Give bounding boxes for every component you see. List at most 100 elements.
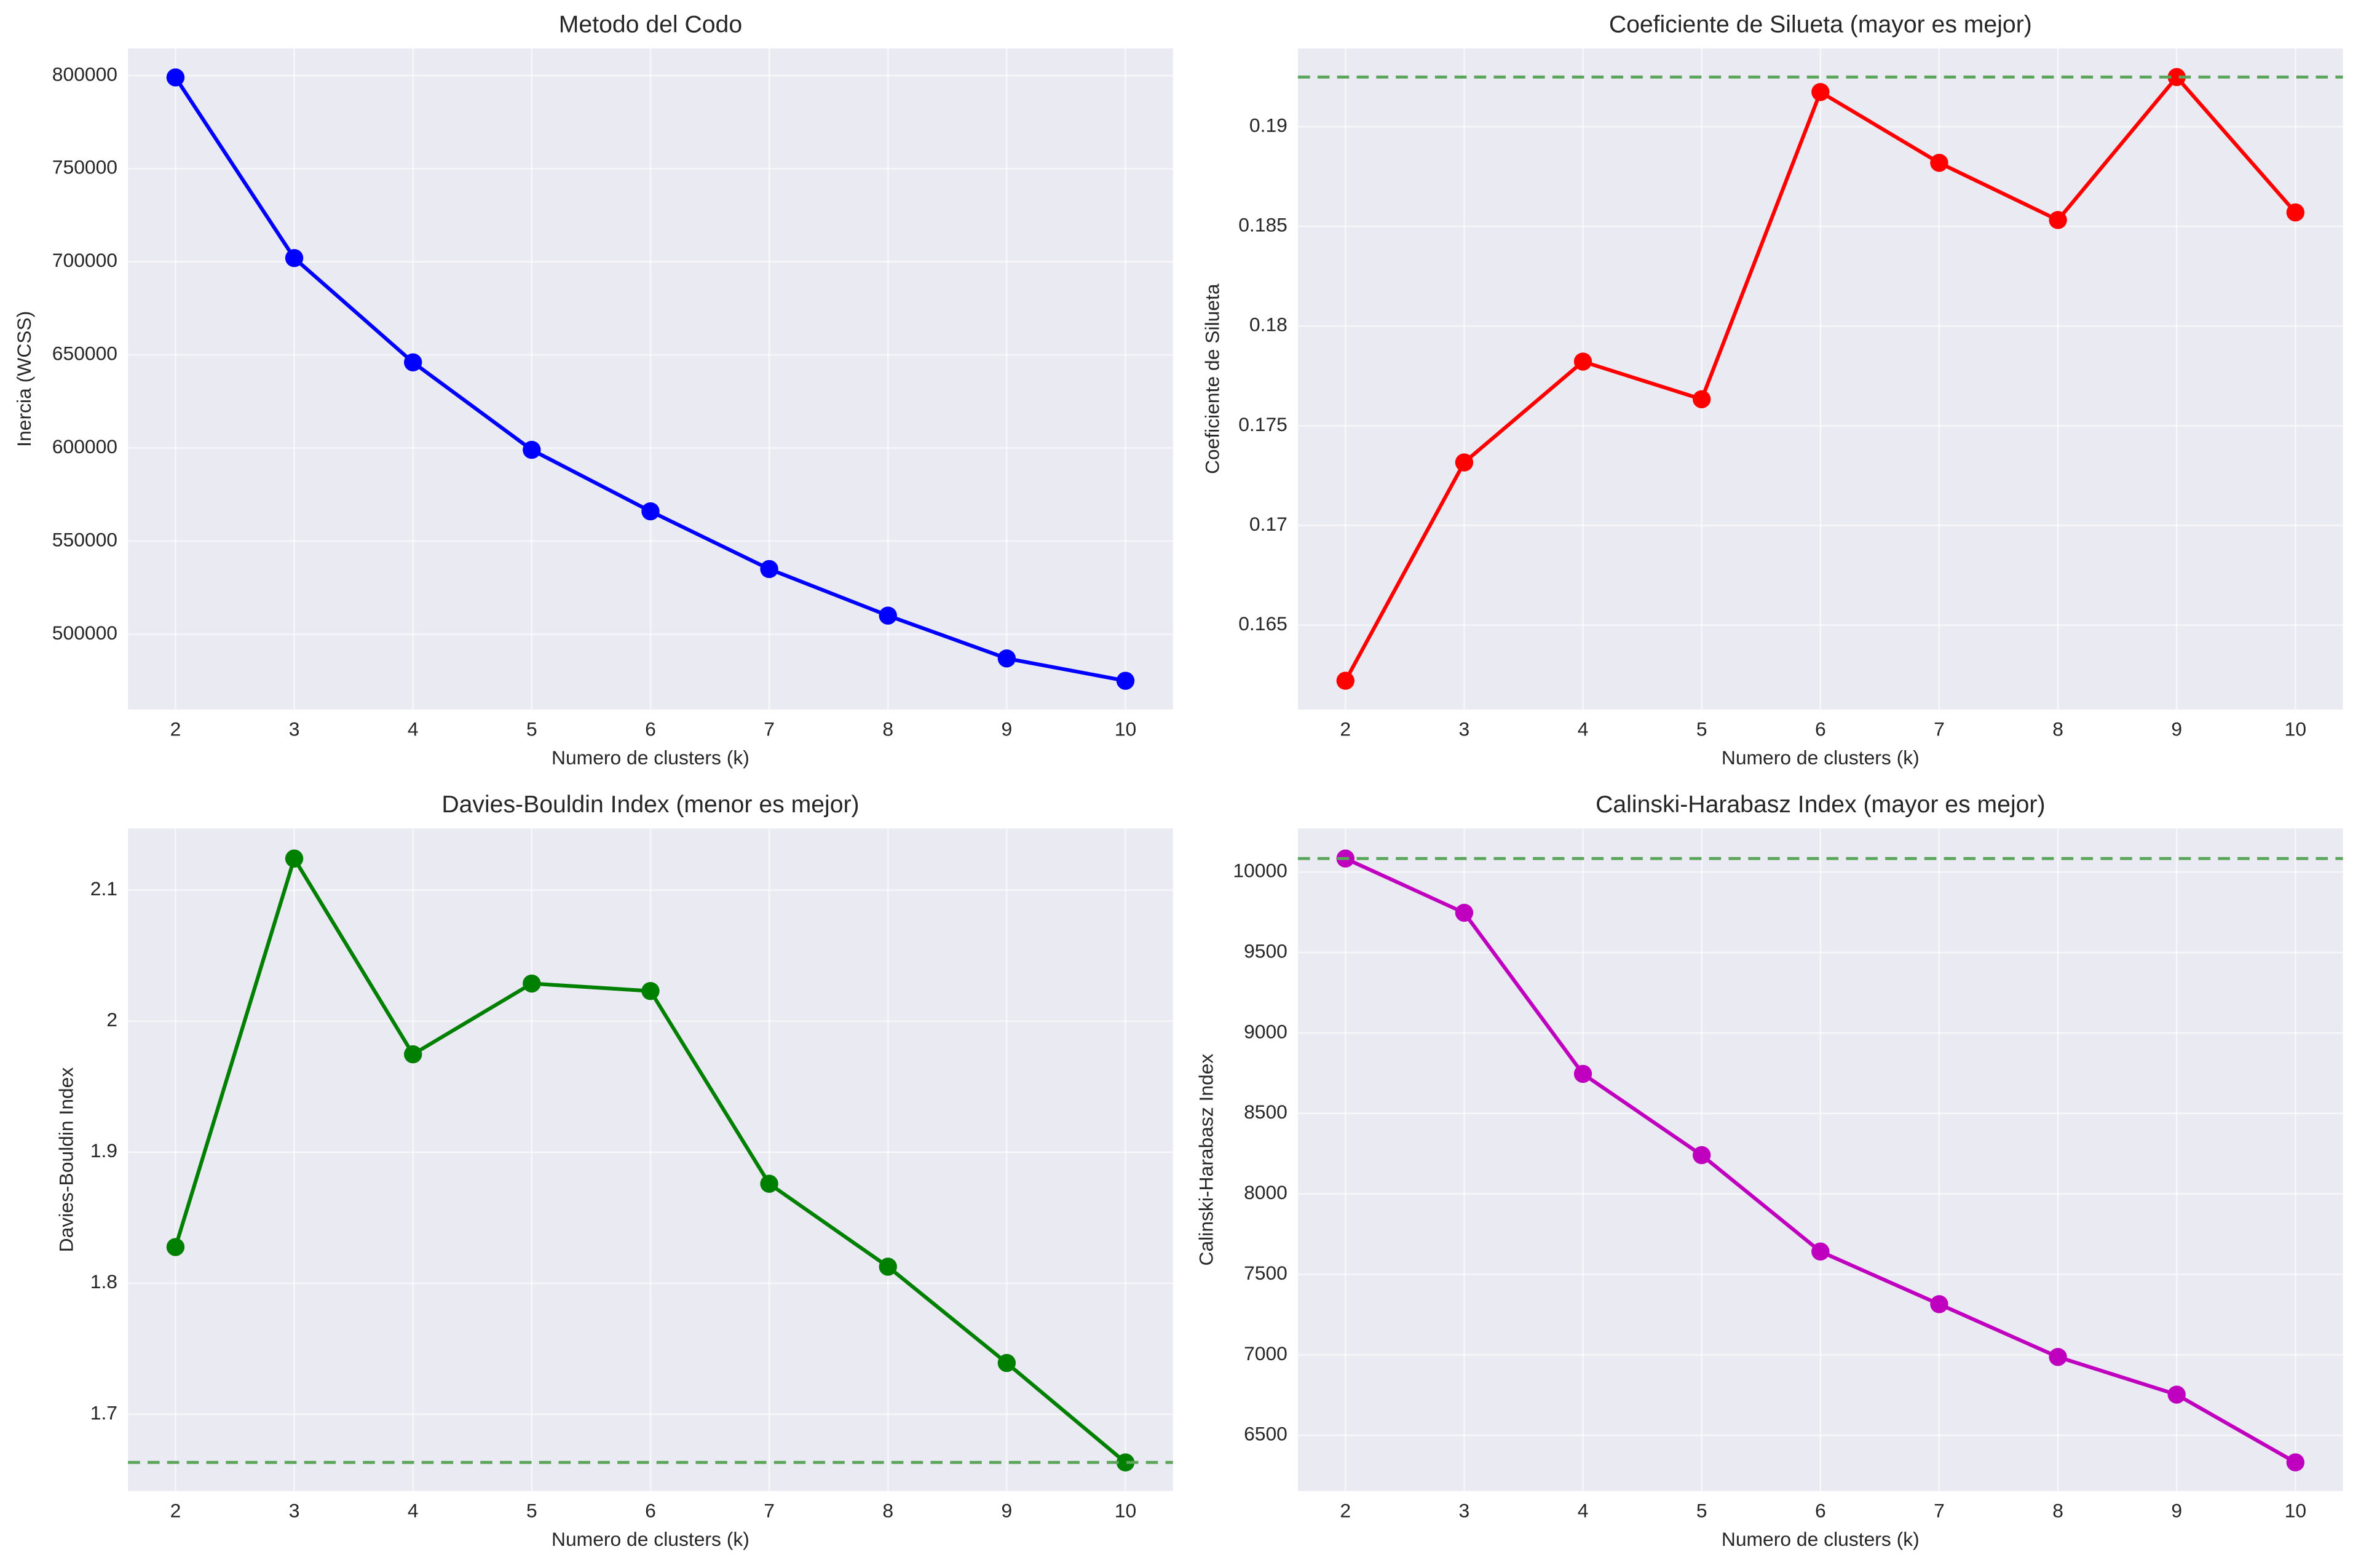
y-tick-label: 0.18 xyxy=(1249,314,1287,336)
x-tick-label: 4 xyxy=(1578,718,1589,740)
y-tick-label: 9000 xyxy=(1244,1020,1287,1042)
y-tick-label: 550000 xyxy=(52,528,117,550)
y-tick-label: 0.17 xyxy=(1249,513,1287,535)
y-tick-label: 0.165 xyxy=(1238,612,1287,635)
data-point xyxy=(1811,82,1830,101)
y-axis-label: Inercia (WCSS) xyxy=(13,311,35,447)
y-tick-label: 800000 xyxy=(52,63,117,85)
y-tick-label: 6500 xyxy=(1244,1423,1287,1445)
x-tick-label: 6 xyxy=(1815,718,1826,740)
data-point xyxy=(2049,211,2067,229)
y-tick-label: 1.9 xyxy=(90,1139,117,1162)
x-tick-label: 8 xyxy=(882,1499,893,1521)
x-tick-label: 2 xyxy=(1340,718,1351,740)
x-tick-label: 10 xyxy=(1115,718,1136,740)
data-point xyxy=(1930,1295,1948,1313)
data-point xyxy=(997,1353,1016,1372)
x-tick-label: 9 xyxy=(1002,1499,1013,1521)
data-point xyxy=(166,68,185,87)
data-point xyxy=(641,981,660,1000)
data-point xyxy=(523,440,541,459)
data-point xyxy=(2049,1348,2067,1366)
y-axis-label: Davies-Bouldin Index xyxy=(55,1067,77,1253)
x-tick-label: 6 xyxy=(645,1499,656,1521)
data-point xyxy=(641,502,660,521)
x-tick-label: 8 xyxy=(882,718,893,740)
x-tick-label: 9 xyxy=(2171,718,2182,740)
data-point xyxy=(403,353,422,371)
axes: 2 3 4 5 6 7 8 9 10 6500 7000 7500 8000 8500 9000 9500 10… xyxy=(1195,791,2343,1550)
data-point xyxy=(879,606,897,625)
y-tick-label: 700000 xyxy=(52,249,117,271)
data-point xyxy=(166,1238,185,1256)
data-point xyxy=(760,1174,778,1193)
data-point xyxy=(1116,671,1135,690)
data-point xyxy=(2286,1453,2305,1471)
x-tick-label: 5 xyxy=(1696,718,1707,740)
x-tick-label: 3 xyxy=(1459,718,1470,740)
data-point xyxy=(1455,453,1474,472)
y-tick-label: 8500 xyxy=(1244,1101,1287,1123)
data-point xyxy=(2167,1385,2186,1404)
x-tick-label: 10 xyxy=(1115,1499,1136,1521)
x-tick-label: 7 xyxy=(764,1499,775,1521)
x-tick-label: 5 xyxy=(526,1499,537,1521)
y-tick-label: 1.7 xyxy=(90,1401,117,1423)
x-tick-label: 8 xyxy=(2052,1499,2063,1521)
data-point xyxy=(1573,1064,1592,1083)
data-point xyxy=(2167,68,2186,87)
x-tick-label: 10 xyxy=(2285,1499,2306,1521)
x-tick-label: 5 xyxy=(1696,1499,1707,1521)
x-axis-label: Numero de clusters (k) xyxy=(552,1528,749,1550)
x-axis-label: Numero de clusters (k) xyxy=(1722,746,1920,769)
x-tick-label: 9 xyxy=(2171,1499,2182,1521)
data-point xyxy=(1692,390,1711,408)
data-point xyxy=(997,649,1016,668)
x-tick-label: 4 xyxy=(408,1499,419,1521)
y-tick-label: 2 xyxy=(106,1008,117,1031)
y-tick-label: 0.19 xyxy=(1249,114,1287,136)
x-tick-label: 2 xyxy=(1340,1499,1351,1521)
chart-title: Metodo del Codo xyxy=(559,11,742,38)
y-tick-label: 7500 xyxy=(1244,1262,1287,1284)
axes: 2 3 4 5 6 7 8 9 10 500000 550000 600000 650000 700000… xyxy=(13,11,1173,769)
data-point xyxy=(879,1257,897,1276)
x-axis-label: Numero de clusters (k) xyxy=(552,746,749,769)
y-tick-label: 7000 xyxy=(1244,1342,1287,1364)
y-tick-label: 500000 xyxy=(52,622,117,644)
x-tick-label: 2 xyxy=(170,718,181,740)
chart-title: Davies-Bouldin Index (menor es mejor) xyxy=(441,791,859,818)
y-tick-label: 600000 xyxy=(52,435,117,457)
data-point xyxy=(403,1045,422,1064)
x-tick-label: 5 xyxy=(526,718,537,740)
data-point xyxy=(1573,352,1592,371)
x-tick-label: 7 xyxy=(764,718,775,740)
x-tick-label: 3 xyxy=(289,718,300,740)
chart-title: Calinski-Harabasz Index (mayor es mejor) xyxy=(1596,791,2045,818)
data-point xyxy=(285,849,304,868)
data-point xyxy=(1811,1242,1830,1261)
y-axis-label: Calinski-Harabasz Index xyxy=(1195,1053,1217,1265)
x-tick-label: 8 xyxy=(2052,718,2063,740)
x-tick-label: 6 xyxy=(1815,1499,1826,1521)
x-tick-label: 7 xyxy=(1934,1499,1945,1521)
x-tick-label: 10 xyxy=(2285,718,2306,740)
x-tick-label: 3 xyxy=(1459,1499,1470,1521)
x-axis-label: Numero de clusters (k) xyxy=(1722,1528,1920,1550)
y-tick-label: 650000 xyxy=(52,343,117,365)
data-point xyxy=(1455,903,1474,922)
x-tick-label: 2 xyxy=(170,1499,181,1521)
y-tick-label: 1.8 xyxy=(90,1270,117,1293)
data-point xyxy=(1930,154,1948,172)
x-tick-label: 6 xyxy=(645,718,656,740)
data-point xyxy=(523,974,541,993)
y-tick-label: 750000 xyxy=(52,156,117,178)
data-point xyxy=(285,248,304,267)
data-point xyxy=(2286,203,2305,222)
data-point xyxy=(1116,1453,1135,1472)
y-tick-label: 10000 xyxy=(1233,860,1287,882)
x-tick-label: 4 xyxy=(408,718,419,740)
y-tick-label: 8000 xyxy=(1244,1181,1287,1203)
